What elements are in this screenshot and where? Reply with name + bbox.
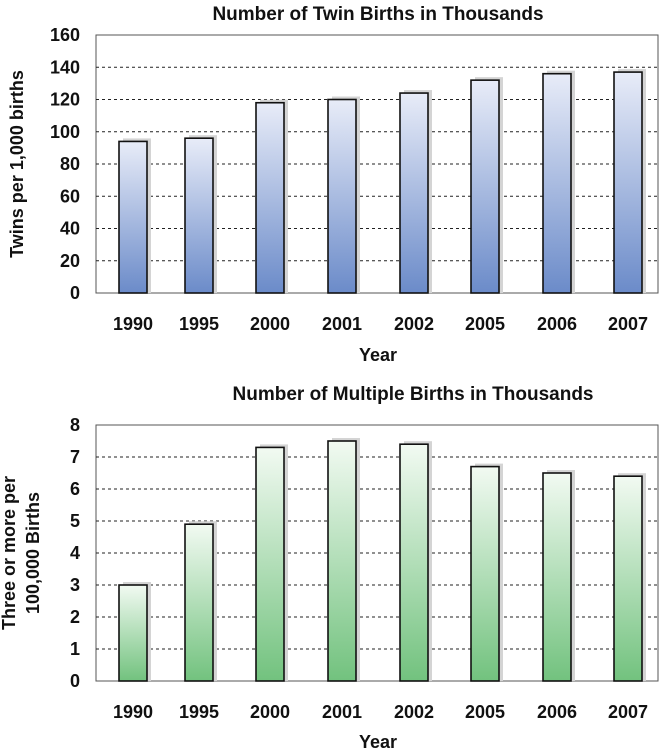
chart-title: Number of Multiple Births in Thousands: [233, 384, 594, 405]
bar-2005: [470, 463, 503, 682]
x-tick-label: 1995: [179, 314, 219, 334]
x-tick-label: 2005: [465, 314, 505, 334]
bar-1990: [118, 582, 151, 682]
y-tick-labels: 0 1 2 3 4 5 6 7 8: [70, 415, 80, 691]
x-tick-label: 2007: [608, 314, 648, 334]
bar-outline: [118, 584, 148, 682]
y-tick-label: 160: [50, 25, 80, 45]
bar-outline: [255, 101, 285, 294]
y-tick-labels: 0 20 40 60 80 100 120 140 160: [50, 25, 80, 303]
bars: [118, 438, 646, 682]
bar-fill: [543, 473, 571, 681]
bar-outline: [470, 465, 500, 682]
x-tick-label: 2002: [394, 702, 434, 722]
bar-outline: [470, 79, 500, 294]
bar-outline: [399, 443, 429, 682]
y-tick-label: 6: [70, 479, 80, 499]
y-tick-label: 5: [70, 511, 80, 531]
bar-2007: [613, 69, 646, 294]
y-tick-label: 1: [70, 639, 80, 659]
x-axis-label: Year: [359, 732, 397, 752]
y-tick-label: 100: [50, 122, 80, 142]
bar-outline: [399, 92, 429, 294]
bar-outline: [327, 440, 357, 682]
y-tick-label: 0: [70, 671, 80, 691]
bar-fill: [256, 102, 284, 293]
y-tick-label: 120: [50, 90, 80, 110]
bar-outline: [613, 475, 643, 682]
bar-outline: [184, 137, 214, 294]
bar-fill: [119, 585, 147, 681]
x-tick-label: 2001: [322, 314, 362, 334]
y-tick-label: 20: [60, 251, 80, 271]
bar-fill: [119, 141, 147, 293]
y-tick-label: 3: [70, 575, 80, 595]
bar-fill: [256, 447, 284, 681]
bar-outline: [184, 523, 214, 682]
y-tick-label: 80: [60, 154, 80, 174]
x-tick-label: 2002: [394, 314, 434, 334]
bar-fill: [328, 99, 356, 293]
bar-outline: [542, 472, 572, 682]
x-tick-labels: 1990 1995 2000 2001 2002 2005 2006 2007: [113, 702, 648, 722]
y-tick-label: 40: [60, 219, 80, 239]
bar-2001: [327, 438, 360, 682]
bar-1995: [184, 135, 217, 294]
twin-births-chart: Number of Twin Births in Thousands 0 20 40…: [7, 4, 659, 365]
bar-outline: [613, 71, 643, 294]
bar-2006: [542, 70, 575, 294]
bar-1995: [184, 521, 217, 682]
bar-fill: [400, 444, 428, 681]
bar-2002: [399, 90, 432, 294]
x-tick-label: 2006: [537, 314, 577, 334]
y-tick-label: 4: [70, 543, 80, 563]
bars: [118, 69, 646, 294]
x-tick-label: 2005: [465, 702, 505, 722]
y-tick-label: 2: [70, 607, 80, 627]
y-axis-label-line-2: 100,000 Births: [23, 492, 43, 614]
y-tick-label: 8: [70, 415, 80, 435]
bar-2000: [255, 99, 288, 294]
bar-2005: [470, 77, 503, 294]
y-tick-label: 0: [70, 283, 80, 303]
x-tick-label: 2007: [608, 702, 648, 722]
bar-outline: [327, 98, 357, 294]
bar-2001: [327, 96, 360, 294]
x-tick-label: 2000: [250, 314, 290, 334]
multiple-births-chart: Number of Multiple Births in Thousands 0…: [0, 384, 659, 752]
bar-fill: [471, 466, 499, 681]
x-tick-label: 1995: [179, 702, 219, 722]
x-tick-label: 1990: [113, 702, 153, 722]
bar-fill: [471, 80, 499, 294]
bar-outline: [255, 446, 285, 682]
x-tick-label: 1990: [113, 314, 153, 334]
bar-fill: [614, 72, 642, 294]
bar-outline: [542, 72, 572, 294]
y-tick-label: 140: [50, 57, 80, 77]
bar-fill: [185, 524, 213, 681]
x-tick-label: 2000: [250, 702, 290, 722]
y-axis-label: Twins per 1,000 births: [7, 70, 27, 258]
bar-fill: [400, 93, 428, 293]
bar-1990: [118, 138, 151, 294]
x-axis-label: Year: [359, 345, 397, 365]
bar-fill: [614, 476, 642, 681]
bar-fill: [185, 138, 213, 293]
bar-fill: [328, 441, 356, 681]
bar-fill: [543, 73, 571, 293]
bar-2007: [613, 473, 646, 682]
chart-title: Number of Twin Births in Thousands: [212, 4, 543, 25]
bar-2000: [255, 444, 288, 682]
x-tick-label: 2001: [322, 702, 362, 722]
y-axis-label-line-1: Three or more per: [0, 476, 19, 630]
x-tick-label: 2006: [537, 702, 577, 722]
bar-2006: [542, 470, 575, 682]
y-tick-label: 7: [70, 447, 80, 467]
bar-outline: [118, 140, 148, 294]
bar-2002: [399, 441, 432, 682]
x-tick-labels: 1990 1995 2000 2001 2002 2005 2006 2007: [113, 314, 648, 334]
y-tick-label: 60: [60, 186, 80, 206]
